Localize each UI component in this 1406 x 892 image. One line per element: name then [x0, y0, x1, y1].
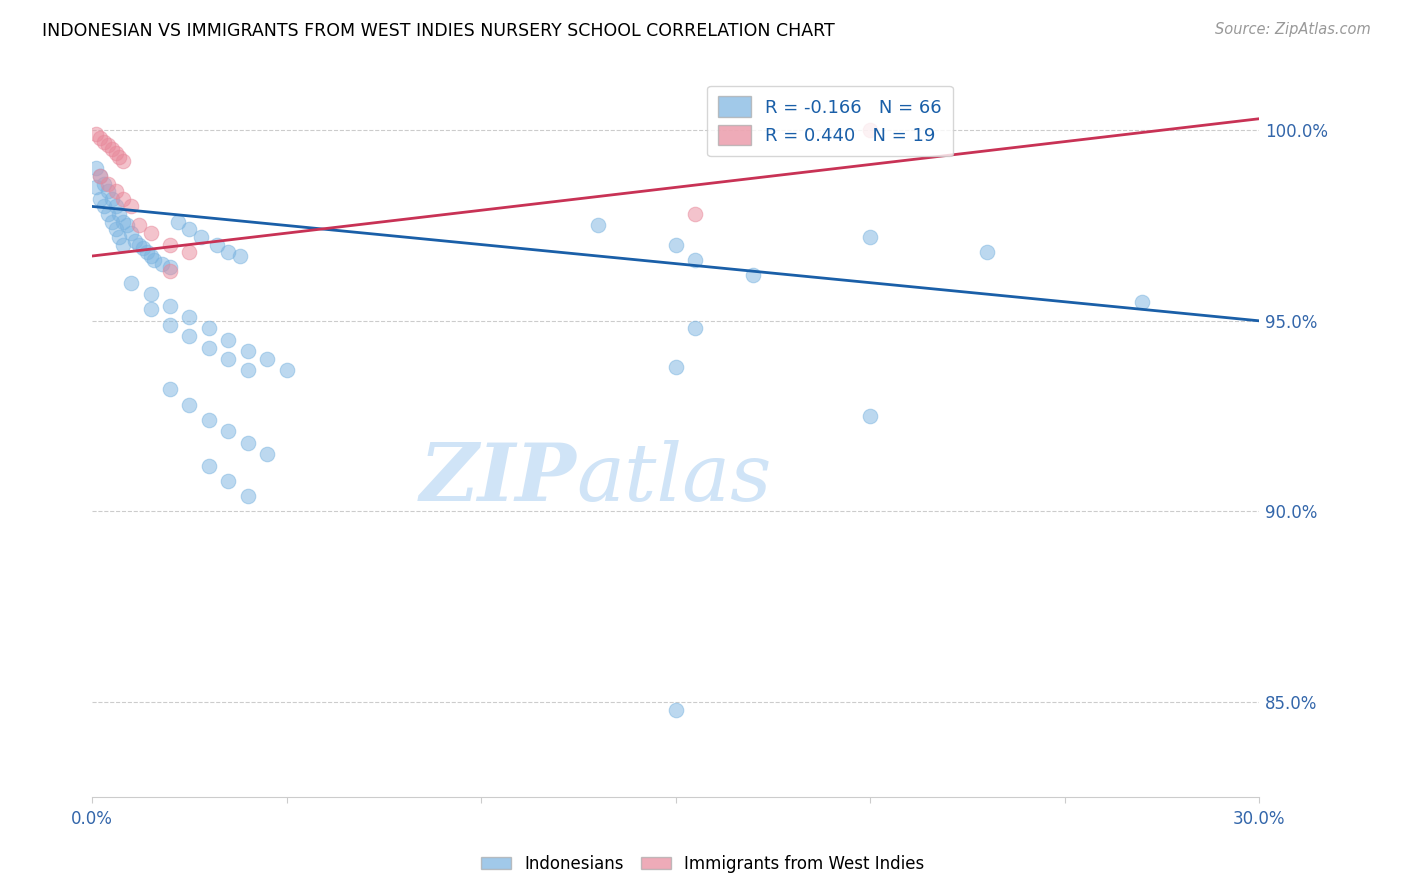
- Point: [108, 207, 131, 221]
- Point: [100, 215, 122, 229]
- Point: [742, 268, 765, 282]
- Point: [143, 252, 166, 267]
- Legend: Indonesians, Immigrants from West Indies: Indonesians, Immigrants from West Indies: [475, 848, 931, 880]
- Point: [683, 321, 706, 335]
- Point: [198, 413, 221, 427]
- Point: [104, 184, 127, 198]
- Point: [120, 199, 142, 213]
- Point: [665, 359, 688, 374]
- Point: [112, 215, 135, 229]
- Point: [104, 199, 127, 213]
- Text: INDONESIAN VS IMMIGRANTS FROM WEST INDIES NURSERY SCHOOL CORRELATION CHART: INDONESIAN VS IMMIGRANTS FROM WEST INDIE…: [42, 22, 835, 40]
- Point: [236, 344, 259, 359]
- Point: [84, 161, 107, 176]
- Point: [104, 222, 127, 236]
- Point: [139, 226, 162, 240]
- Point: [97, 207, 120, 221]
- Point: [93, 199, 115, 213]
- Point: [217, 333, 239, 347]
- Point: [217, 425, 239, 439]
- Point: [84, 127, 107, 141]
- Point: [120, 276, 142, 290]
- Point: [256, 447, 278, 461]
- Point: [84, 180, 107, 194]
- Point: [236, 363, 259, 377]
- Point: [97, 138, 120, 153]
- Point: [179, 245, 201, 260]
- Point: [139, 249, 162, 263]
- Point: [108, 230, 131, 244]
- Point: [665, 703, 688, 717]
- Point: [976, 245, 998, 260]
- Point: [276, 363, 298, 377]
- Point: [159, 299, 181, 313]
- Point: [665, 237, 688, 252]
- Point: [179, 329, 201, 343]
- Point: [217, 474, 239, 488]
- Point: [112, 192, 135, 206]
- Point: [89, 169, 111, 183]
- Point: [1132, 294, 1154, 309]
- Point: [159, 383, 181, 397]
- Point: [198, 341, 221, 355]
- Point: [190, 230, 212, 244]
- Point: [128, 219, 150, 233]
- Point: [104, 146, 127, 161]
- Point: [859, 123, 882, 137]
- Point: [150, 257, 173, 271]
- Point: [97, 177, 120, 191]
- Text: Source: ZipAtlas.com: Source: ZipAtlas.com: [1215, 22, 1371, 37]
- Point: [859, 409, 882, 424]
- Legend: R = -0.166   N = 66, R = 0.440   N = 19: R = -0.166 N = 66, R = 0.440 N = 19: [707, 86, 952, 156]
- Point: [236, 435, 259, 450]
- Point: [159, 264, 181, 278]
- Point: [859, 230, 882, 244]
- Point: [179, 310, 201, 324]
- Point: [229, 249, 252, 263]
- Point: [159, 237, 181, 252]
- Point: [128, 237, 150, 252]
- Point: [120, 226, 142, 240]
- Point: [683, 252, 706, 267]
- Point: [198, 458, 221, 473]
- Point: [132, 241, 155, 255]
- Point: [217, 351, 239, 366]
- Point: [89, 192, 111, 206]
- Point: [179, 222, 201, 236]
- Point: [93, 177, 115, 191]
- Point: [166, 215, 188, 229]
- Point: [100, 192, 122, 206]
- Point: [159, 260, 181, 275]
- Point: [93, 135, 115, 149]
- Point: [89, 169, 111, 183]
- Point: [236, 489, 259, 503]
- Point: [586, 219, 609, 233]
- Point: [124, 234, 146, 248]
- Point: [108, 150, 131, 164]
- Point: [179, 398, 201, 412]
- Point: [205, 237, 228, 252]
- Point: [198, 321, 221, 335]
- Point: [139, 287, 162, 301]
- Point: [139, 302, 162, 317]
- Point: [112, 153, 135, 168]
- Point: [89, 130, 111, 145]
- Point: [97, 184, 120, 198]
- Point: [135, 245, 157, 260]
- Point: [217, 245, 239, 260]
- Point: [256, 351, 278, 366]
- Point: [100, 142, 122, 156]
- Point: [159, 318, 181, 332]
- Point: [683, 207, 706, 221]
- Text: atlas: atlas: [576, 440, 772, 517]
- Text: ZIP: ZIP: [419, 440, 576, 517]
- Point: [112, 237, 135, 252]
- Point: [115, 219, 138, 233]
